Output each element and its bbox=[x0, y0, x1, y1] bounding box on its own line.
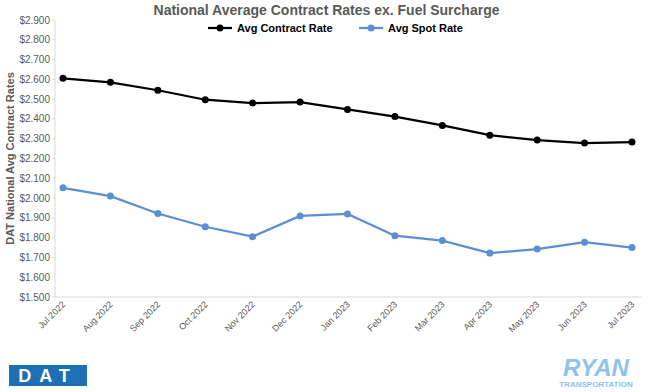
legend: Avg Contract Rate Avg Spot Rate bbox=[208, 22, 463, 34]
series-marker bbox=[344, 210, 351, 217]
y-tick bbox=[52, 79, 55, 80]
y-tick-label: $2.700 bbox=[19, 54, 50, 65]
series-marker bbox=[297, 99, 304, 106]
y-tick bbox=[52, 297, 55, 298]
y-tick-label: $1.600 bbox=[19, 272, 50, 283]
x-tick-label: Aug 2022 bbox=[81, 299, 115, 333]
series-marker bbox=[391, 232, 398, 239]
series-marker bbox=[107, 79, 114, 86]
legend-label: Avg Spot Rate bbox=[388, 22, 463, 34]
y-tick-label: $1.800 bbox=[19, 232, 50, 243]
y-tick bbox=[52, 39, 55, 40]
y-tick bbox=[52, 198, 55, 199]
y-tick bbox=[52, 158, 55, 159]
y-tick bbox=[52, 217, 55, 218]
y-tick-label: $2.100 bbox=[19, 173, 50, 184]
series-marker bbox=[249, 233, 256, 240]
legend-label: Avg Contract Rate bbox=[237, 22, 333, 34]
y-tick bbox=[52, 20, 55, 21]
y-tick-label: $2.300 bbox=[19, 133, 50, 144]
y-tick-label: $2.200 bbox=[19, 153, 50, 164]
series-marker bbox=[581, 140, 588, 147]
series-marker bbox=[439, 122, 446, 129]
series-marker bbox=[107, 193, 114, 200]
series-marker bbox=[202, 96, 209, 103]
logo-text: DAT bbox=[18, 366, 78, 386]
y-tick-label: $2.600 bbox=[19, 74, 50, 85]
series-marker bbox=[344, 106, 351, 113]
logo-box bbox=[9, 365, 87, 386]
series-marker bbox=[391, 113, 398, 120]
legend-marker bbox=[217, 25, 224, 32]
y-tick bbox=[52, 277, 55, 278]
series-marker bbox=[534, 246, 541, 253]
y-tick-label: $1.500 bbox=[19, 292, 50, 303]
series-marker bbox=[249, 100, 256, 107]
chart: National Average Contract Rates ex. Fuel… bbox=[0, 0, 653, 392]
series-marker bbox=[60, 75, 67, 82]
series-line bbox=[63, 78, 632, 143]
x-axis-line bbox=[55, 297, 642, 298]
series-marker bbox=[534, 137, 541, 144]
y-tick bbox=[52, 99, 55, 100]
x-tick-label: Nov 2022 bbox=[223, 299, 257, 333]
x-tick-label: Dec 2022 bbox=[270, 299, 304, 333]
series-marker bbox=[439, 237, 446, 244]
y-tick bbox=[52, 178, 55, 179]
series-marker bbox=[629, 139, 636, 146]
x-tick-label: Jul 2022 bbox=[36, 299, 67, 330]
series-marker bbox=[629, 244, 636, 251]
y-tick-label: $2.800 bbox=[19, 34, 50, 45]
series-marker bbox=[581, 239, 588, 246]
x-tick-label: Sep 2022 bbox=[128, 299, 162, 333]
series-marker bbox=[202, 223, 209, 230]
x-tick-label: Feb 2023 bbox=[365, 299, 399, 333]
y-tick bbox=[52, 257, 55, 258]
x-tick-label: Apr 2023 bbox=[461, 299, 494, 332]
series-line bbox=[63, 188, 632, 253]
y-tick-label: $2.500 bbox=[19, 94, 50, 105]
y-tick-label: $2.000 bbox=[19, 193, 50, 204]
legend-marker bbox=[368, 25, 375, 32]
y-tick bbox=[52, 237, 55, 238]
x-tick-label: Jul 2023 bbox=[605, 299, 636, 330]
y-tick-label: $1.700 bbox=[19, 252, 50, 263]
y-tick-label: $1.900 bbox=[19, 212, 50, 223]
y-tick bbox=[52, 118, 55, 119]
x-tick-label: May 2023 bbox=[507, 299, 542, 334]
series-marker bbox=[297, 212, 304, 219]
series-marker bbox=[486, 132, 493, 139]
y-axis-label: DAT National Avg Contract Rates bbox=[4, 72, 16, 245]
title: National Average Contract Rates ex. Fuel… bbox=[154, 2, 500, 18]
logo-text: TRANSPORTATION bbox=[559, 380, 633, 389]
series-marker bbox=[486, 250, 493, 257]
plot-area bbox=[60, 75, 636, 257]
x-tick-label: Jan 2023 bbox=[319, 299, 352, 332]
x-tick-label: Jun 2023 bbox=[556, 299, 589, 332]
y-tick bbox=[52, 59, 55, 60]
y-tick bbox=[52, 138, 55, 139]
x-tick-label: Mar 2023 bbox=[413, 299, 447, 333]
x-tick-label: Oct 2022 bbox=[177, 299, 210, 332]
y-tick-label: $2.400 bbox=[19, 113, 50, 124]
y-tick-label: $2.900 bbox=[19, 15, 50, 26]
logo-text: RYAN bbox=[563, 354, 629, 381]
series-marker bbox=[154, 87, 161, 94]
series-marker bbox=[154, 210, 161, 217]
series-marker bbox=[60, 184, 67, 191]
